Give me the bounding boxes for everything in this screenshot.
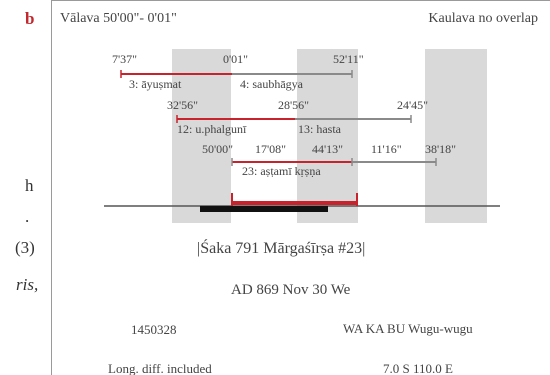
time-label: 0'01" — [223, 52, 249, 66]
grey-band-1 — [172, 49, 231, 223]
figure-frame — [51, 0, 550, 375]
kaulava-label: Kaulava no overlap — [428, 11, 538, 26]
time-label: 52'11" — [333, 52, 364, 66]
saka-date: |Śaka 791 Mārgaśīrṣa #23| — [197, 240, 366, 257]
left-text-fragment-3: (3) — [15, 238, 35, 257]
ad-date: AD 869 Nov 30 We — [231, 282, 351, 298]
time-label: 17'08" — [255, 142, 287, 156]
interval-label: 12: u.phalgunī — [177, 122, 247, 136]
time-label: 38'18" — [425, 142, 457, 156]
time-label: 24'45" — [397, 98, 429, 112]
panel-letter: b — [25, 9, 35, 28]
time-label: 11'16" — [371, 142, 402, 156]
time-label: 44'13" — [312, 142, 344, 156]
place-name: WA KA BU Wugu-wugu — [343, 321, 473, 336]
night-bar — [200, 206, 328, 212]
left-text-fragment-2: . — [25, 207, 30, 226]
time-label: 28'56" — [278, 98, 310, 112]
left-text-fragment-4: ris, — [16, 275, 39, 294]
interval-label: 13: hasta — [298, 122, 341, 136]
time-label: 32'56" — [167, 98, 199, 112]
interval-label: 3: āyuṣmat — [129, 77, 182, 91]
time-label: 7'37" — [112, 52, 138, 66]
valava-label: Vālava 50'00"- 0'01" — [60, 11, 177, 26]
left-text-fragment-1: h — [25, 176, 34, 195]
julian-day: 1450328 — [131, 322, 177, 337]
long-diff-note: Long. diff. included — [108, 361, 212, 375]
grey-band-2 — [297, 49, 358, 223]
grey-band-3 — [425, 49, 487, 223]
time-label: 50'00" — [202, 142, 234, 156]
interval-label: 4: saubhāgya — [240, 77, 303, 91]
interval-label: 23: aṣṭamī kṛṣṇa — [242, 164, 321, 178]
coordinates: 7.0 S 110.0 E — [383, 361, 453, 375]
